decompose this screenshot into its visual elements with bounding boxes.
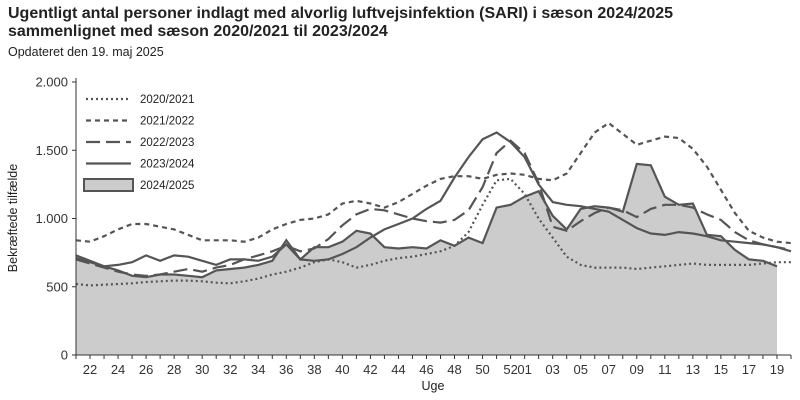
- legend-swatch: [83, 178, 134, 192]
- x-tick-label: 52: [503, 362, 517, 377]
- legend-label: 2023/2024: [140, 159, 195, 171]
- series-line-2022-2023: [75, 139, 792, 277]
- series-lines-layer: [75, 121, 792, 287]
- x-tick-label: 24: [111, 362, 125, 377]
- series-line-2023-2024: [75, 131, 792, 268]
- x-tick-label: 32: [223, 362, 237, 377]
- x-tick-label: 34: [251, 362, 265, 377]
- x-tick-label: 03: [545, 362, 559, 377]
- x-tick-label: 22: [83, 362, 97, 377]
- x-tick-label: 01: [517, 362, 531, 377]
- x-tick-label: 19: [770, 362, 784, 377]
- x-tick-label: 11: [658, 362, 672, 377]
- x-axis-label: Uge: [422, 379, 445, 393]
- x-tick-label: 38: [307, 362, 321, 377]
- y-tick-label: 1.500: [35, 143, 68, 158]
- axes-layer: 0 500 1.000 1.500 2.000 22 24 26 28 30 32 34 36 38 40 4…: [35, 75, 792, 377]
- y-tick-label: 500: [46, 279, 68, 294]
- chart-title-line-1: Ugentligt antal personer indlagt med alv…: [8, 5, 674, 22]
- x-tick-label: 46: [419, 362, 433, 377]
- series-line-2021-2022: [75, 121, 792, 245]
- chart-title: Ugentligt antal personer indlagt med alv…: [8, 5, 673, 41]
- legend-label: 2020/2021: [140, 94, 194, 106]
- series-area-outline-2024-2025: [75, 162, 778, 279]
- area-fill-layer: [75, 162, 778, 355]
- legend-label: 2024/2025: [140, 180, 194, 192]
- x-tick-label: 30: [195, 362, 209, 377]
- x-tick-label: 42: [363, 362, 377, 377]
- chart-subtitle: Opdateret den 19. maj 2025: [8, 45, 164, 59]
- x-tick-label: 36: [279, 362, 293, 377]
- series-area-2024-2025: [76, 163, 777, 355]
- legend-label: 2022/2023: [140, 137, 194, 149]
- x-tick-label: 09: [630, 362, 644, 377]
- x-tick-label: 15: [714, 362, 728, 377]
- x-tick-label: 26: [139, 362, 153, 377]
- x-tick-label: 48: [447, 362, 461, 377]
- x-tick-label: 05: [573, 362, 587, 377]
- y-tick-label: 0: [61, 348, 68, 363]
- chart-title-line-2: sammenlignet med sæson 2020/2021 til 202…: [8, 23, 388, 40]
- y-tick-label: 1.000: [35, 211, 68, 226]
- legend: 2020/2021 2021/2022 2022/2023 2023/2024 2024…: [83, 94, 195, 192]
- x-tick-label: 17: [742, 362, 756, 377]
- x-tick-label: 28: [167, 362, 181, 377]
- y-tick-label: 2.000: [35, 75, 68, 90]
- y-axis-label: Bekræftede tilfælde: [6, 164, 20, 272]
- x-tick-label: 44: [391, 362, 405, 377]
- x-tick-label: 40: [335, 362, 349, 377]
- legend-label: 2021/2022: [140, 116, 194, 128]
- x-tick-label: 13: [686, 362, 700, 377]
- x-tick-label: 07: [602, 362, 616, 377]
- x-tick-label: 50: [475, 362, 489, 377]
